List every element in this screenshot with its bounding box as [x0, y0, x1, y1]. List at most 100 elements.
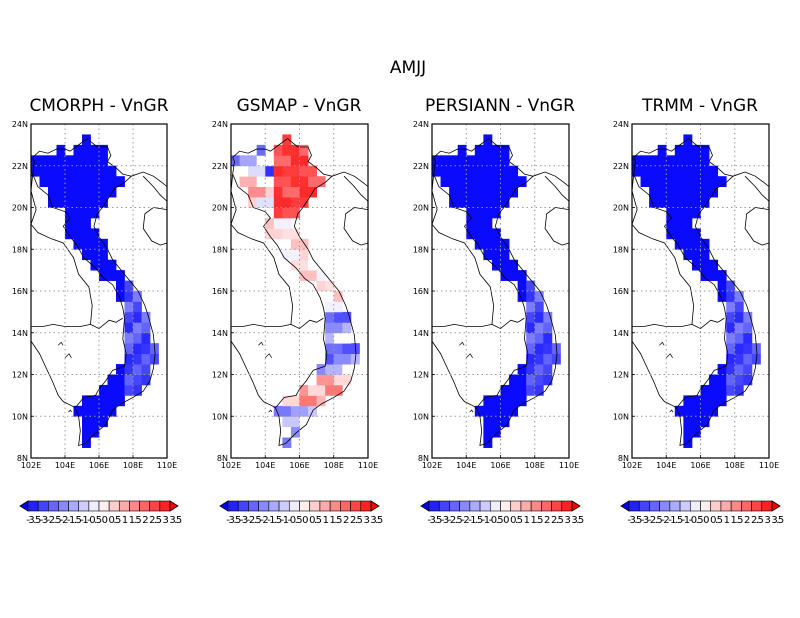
grid-cell — [65, 228, 74, 240]
grid-cell — [265, 207, 275, 219]
grid-cell — [691, 176, 701, 188]
border-line — [343, 207, 369, 246]
grid-cell — [734, 364, 744, 375]
vietnam-coastline — [633, 138, 758, 447]
grid-cell — [726, 280, 736, 292]
colorbar-label: -1 — [80, 515, 88, 526]
grid-cell — [491, 249, 501, 261]
grid-cell — [491, 144, 501, 156]
grid-cell — [543, 311, 553, 323]
grid-cell — [82, 405, 91, 417]
grid-cell — [90, 144, 100, 156]
colorbar-label: 0.5 — [309, 515, 322, 526]
grid-cell — [282, 238, 292, 250]
grid-cell — [56, 144, 66, 156]
grid-cell — [526, 364, 536, 375]
grid-cell — [273, 144, 283, 156]
colorbar-box — [710, 500, 722, 512]
grid-cell — [90, 186, 100, 198]
colorbar-label: -1 — [281, 515, 289, 526]
grid-cell — [107, 384, 117, 396]
grid-cell — [491, 155, 501, 167]
colorbar-label: -1 — [482, 515, 490, 526]
x-tick-label: 104E — [255, 461, 275, 470]
grid-cell — [290, 259, 300, 271]
grid-cell — [124, 364, 134, 375]
grid-cell — [124, 343, 134, 355]
colorbar-box — [479, 500, 491, 512]
colorbar-label: -2 — [661, 515, 669, 526]
x-tick-label: 102E — [622, 461, 642, 470]
border-line — [631, 340, 677, 409]
grid-cell — [683, 416, 693, 428]
grid-cell — [674, 197, 684, 208]
grid-cell — [333, 343, 343, 355]
grid-cell — [534, 374, 544, 386]
grid-cell — [282, 228, 292, 240]
y-tick-label: 8N — [17, 454, 28, 463]
grid-cell — [649, 176, 659, 188]
grid-cell — [517, 395, 527, 407]
grid-cell — [534, 311, 544, 323]
grid-cell — [82, 186, 91, 198]
grid-cell — [543, 353, 553, 365]
grid-cell — [649, 186, 659, 198]
grid-cell — [124, 291, 134, 302]
grid-cell — [273, 155, 283, 167]
grid-cell — [82, 249, 91, 261]
grid-cell — [526, 384, 536, 396]
grid-cell — [483, 395, 493, 407]
grid-cell — [133, 364, 142, 375]
colorbar-box — [541, 500, 552, 512]
grid-cell — [308, 395, 318, 407]
grid-cell — [683, 207, 693, 219]
grid-cell — [509, 395, 519, 407]
grid-cell — [474, 186, 484, 198]
panel-cmorph: CMORPH - VnGR 102E 104E 106E 108E 110E 8N 10N 1… — [12, 96, 184, 526]
lake-outline — [265, 353, 272, 359]
grid-cell — [683, 197, 693, 208]
grid-cell — [491, 259, 501, 271]
grid-cell — [517, 291, 527, 302]
colorbar-label: -3.5 — [26, 515, 41, 526]
colorbar-box — [139, 500, 151, 512]
grid-cell — [483, 144, 493, 156]
grid-cell — [99, 165, 108, 177]
grid-cell — [534, 332, 544, 344]
grid-cell — [526, 353, 536, 365]
border-line — [744, 207, 770, 246]
colorbar-arrow-high — [370, 500, 380, 512]
colorbar-box — [78, 500, 90, 512]
grid-cell — [657, 144, 667, 156]
grid-cell — [474, 405, 484, 417]
grid-cell — [265, 186, 275, 198]
grid-cell — [333, 291, 343, 302]
grid-cell — [632, 155, 641, 167]
grid-cell — [666, 186, 676, 198]
grid-cell — [457, 197, 467, 208]
y-tick-label: 14N — [12, 329, 28, 338]
grid-cell — [65, 186, 74, 198]
grid-cell — [90, 197, 100, 208]
y-tick-label: 22N — [413, 162, 429, 171]
grid-cell — [99, 384, 108, 396]
grid-cell — [500, 405, 510, 417]
colorbar-label: 1 — [122, 515, 128, 526]
grid-cell — [256, 197, 266, 208]
grid-cell — [709, 270, 719, 281]
grid-cell — [308, 270, 318, 281]
x-tick-label: 102E — [221, 461, 241, 470]
grid-cell — [282, 134, 292, 146]
x-tick-label: 102E — [422, 461, 442, 470]
grid-cell — [666, 155, 676, 167]
grid-cell — [65, 217, 74, 229]
colorbar-box — [730, 500, 742, 512]
grid-cell — [248, 155, 258, 167]
colorbar-label: 2.5 — [751, 515, 764, 526]
grid-cell — [440, 176, 450, 188]
grid-cell — [734, 311, 744, 323]
grid-cell — [483, 405, 493, 417]
grid-cell — [73, 207, 83, 219]
grid-cell — [683, 217, 693, 229]
